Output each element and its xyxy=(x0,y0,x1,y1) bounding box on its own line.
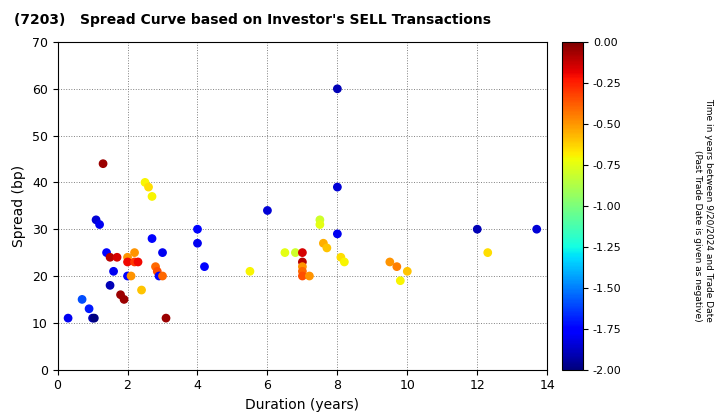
Point xyxy=(63,315,74,321)
Point xyxy=(118,296,130,303)
Point xyxy=(146,235,158,242)
X-axis label: Duration (years): Duration (years) xyxy=(246,398,359,412)
Point xyxy=(321,244,333,251)
Point xyxy=(157,249,168,256)
Point xyxy=(129,259,140,265)
Point xyxy=(153,273,165,279)
Point xyxy=(122,254,133,261)
Point xyxy=(151,268,163,275)
Point xyxy=(125,273,137,279)
Point xyxy=(402,268,413,275)
Point xyxy=(136,287,148,294)
Point xyxy=(108,268,120,275)
Y-axis label: Spread (bp): Spread (bp) xyxy=(12,165,27,247)
Point xyxy=(384,259,395,265)
Point xyxy=(338,259,350,265)
Point xyxy=(122,259,133,265)
Point xyxy=(314,216,325,223)
Point xyxy=(97,160,109,167)
Point xyxy=(244,268,256,275)
Point xyxy=(157,273,168,279)
Text: Time in years between 9/20/2024 and Trade Date
(Past Trade Date is given as nega: Time in years between 9/20/2024 and Trad… xyxy=(693,98,713,322)
Point xyxy=(289,249,301,256)
Point xyxy=(150,263,161,270)
Point xyxy=(146,193,158,200)
Point xyxy=(472,226,483,233)
Point xyxy=(132,259,144,265)
Point xyxy=(112,254,123,261)
Point xyxy=(279,249,291,256)
Point xyxy=(161,315,172,321)
Point xyxy=(531,226,542,233)
Point xyxy=(139,179,150,186)
Point xyxy=(297,268,308,275)
Point xyxy=(304,273,315,279)
Point xyxy=(391,263,402,270)
Point xyxy=(261,207,273,214)
Point xyxy=(122,273,133,279)
Point xyxy=(76,296,88,303)
Point xyxy=(90,216,102,223)
Point xyxy=(332,184,343,190)
Point xyxy=(192,226,203,233)
Point xyxy=(318,240,329,247)
Point xyxy=(314,221,325,228)
Point xyxy=(199,263,210,270)
Point xyxy=(94,221,105,228)
Point xyxy=(84,305,95,312)
Point xyxy=(297,249,308,256)
Point xyxy=(335,254,346,261)
Text: (7203)   Spread Curve based on Investor's SELL Transactions: (7203) Spread Curve based on Investor's … xyxy=(14,13,491,26)
Point xyxy=(114,291,126,298)
Point xyxy=(104,254,116,261)
Point xyxy=(332,231,343,237)
Point xyxy=(129,249,140,256)
Point xyxy=(143,184,154,190)
Point xyxy=(297,273,308,279)
Point xyxy=(101,249,112,256)
Point xyxy=(104,282,116,289)
Point xyxy=(89,315,100,321)
Point xyxy=(297,259,308,265)
Point xyxy=(332,85,343,92)
Point xyxy=(87,315,99,321)
Point xyxy=(192,240,203,247)
Point xyxy=(395,277,406,284)
Point xyxy=(297,263,308,270)
Point xyxy=(482,249,493,256)
